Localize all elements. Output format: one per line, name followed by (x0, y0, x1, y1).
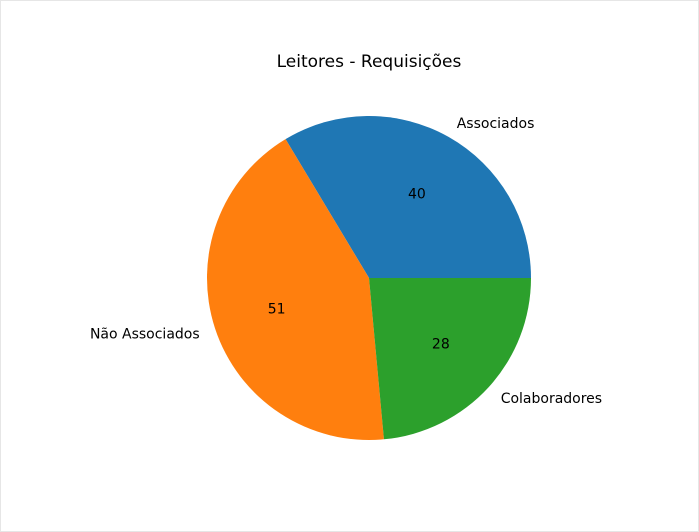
pie-value-label: 28 (432, 336, 450, 352)
pie-value-label: 40 (408, 186, 426, 202)
pie-value-label: 51 (268, 301, 286, 317)
pie-slice-colaboradores (369, 278, 531, 440)
pie-slices (207, 116, 531, 441)
pie-category-label: Não Associados (90, 327, 200, 343)
chart-title: Leitores - Requisições (277, 52, 462, 72)
pie-labels: 40 Associados 51 Não Associados 28 Colaborado… (90, 116, 602, 407)
pie-category-label: Associados (457, 116, 535, 132)
pie-slice-associados (285, 116, 531, 279)
pie-slice-nao-associados (207, 139, 384, 441)
pie-category-label: Colaboradores (501, 391, 602, 407)
